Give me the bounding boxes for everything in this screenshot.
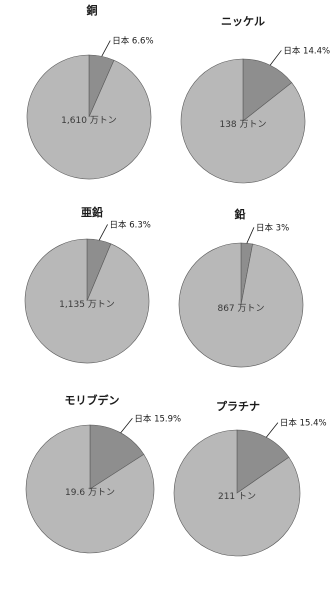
chart-title: プラチナ	[216, 399, 260, 413]
data-label-japan: 日本 15.9%	[134, 413, 181, 424]
pie-slice-japan	[89, 424, 145, 490]
data-label-japan: 日本 3%	[256, 222, 289, 233]
data-label-japan: 日本 6.3%	[110, 219, 151, 230]
leader-line	[246, 227, 255, 244]
leader-line	[98, 224, 108, 241]
leader-line	[120, 418, 133, 434]
chart-title: 亜鉛	[81, 205, 103, 219]
pie-slice-rest	[178, 242, 304, 368]
chart-title: 鉛	[235, 207, 246, 221]
pie-slice-japan	[242, 58, 293, 122]
chart-title: モリブデン	[65, 393, 120, 407]
pie-slice-rest	[24, 238, 150, 364]
data-label-total: 19.6 万トン	[65, 488, 115, 498]
data-label-total: 867 万トン	[217, 304, 264, 314]
pie-slice-rest	[26, 54, 152, 180]
data-label-total: 1,610 万トン	[61, 116, 117, 126]
data-label-total: 211 トン	[218, 492, 256, 502]
leader-line	[265, 422, 279, 438]
data-label-total: 138 万トン	[219, 120, 266, 130]
data-label-japan: 日本 14.4%	[283, 45, 330, 56]
chart-title: ニッケル	[221, 15, 265, 28]
data-label-japan: 日本 6.6%	[112, 36, 153, 47]
pie-slice-rest	[173, 429, 301, 557]
leader-line	[269, 50, 282, 66]
pie-chart-1: 銅日本 6.6% 1,610 万トン	[26, 3, 154, 180]
pie-slice-rest	[25, 424, 155, 554]
pie-slice-rest	[180, 58, 306, 184]
pie-chart-4: 鉛日本 3% 867 万トン	[178, 207, 304, 368]
leader-line	[101, 40, 111, 57]
data-label-total: 1,135 万トン	[59, 300, 115, 310]
chart-title: 銅	[87, 3, 98, 17]
data-label-japan: 日本 15.4%	[280, 418, 327, 429]
